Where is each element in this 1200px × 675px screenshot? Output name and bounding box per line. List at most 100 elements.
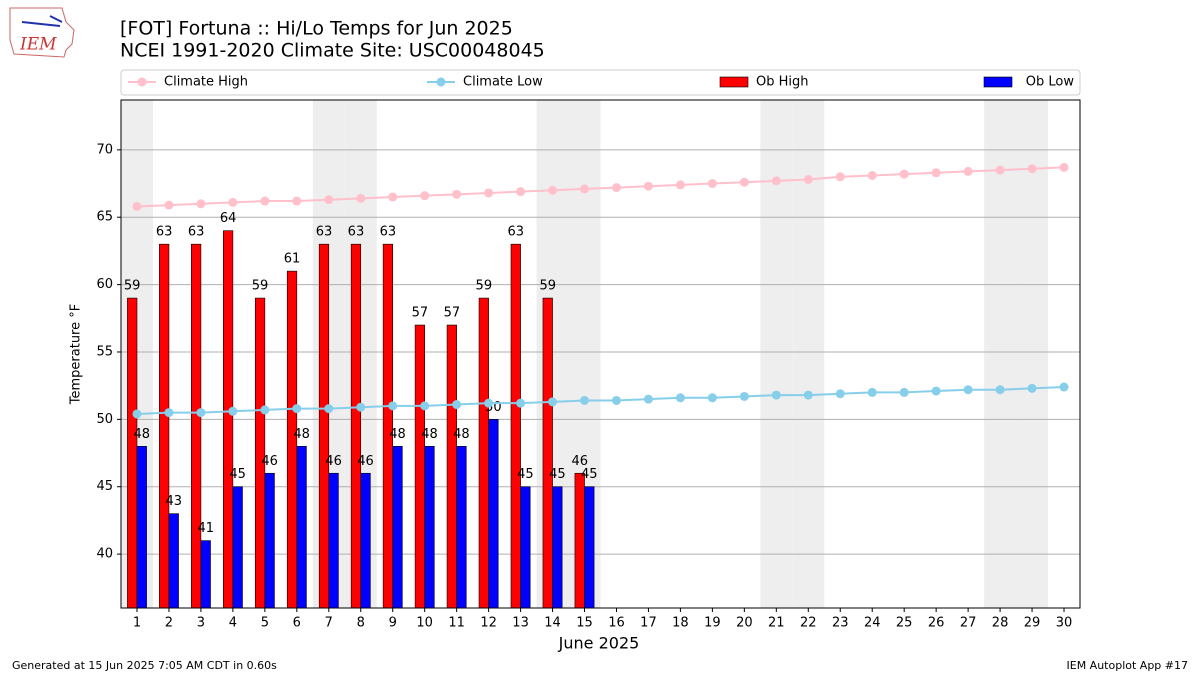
legend-swatch <box>137 77 147 87</box>
bar <box>318 243 330 609</box>
line-marker <box>643 394 653 404</box>
bar <box>159 243 170 609</box>
x-tick-label: 12 <box>480 616 497 631</box>
line-marker <box>420 191 430 201</box>
legend-label: Climate Low <box>463 75 543 90</box>
x-tick-label: 13 <box>512 616 529 631</box>
line-marker <box>548 185 558 195</box>
bar <box>296 446 307 609</box>
x-tick-label: 28 <box>992 616 1009 631</box>
x-tick-label: 22 <box>800 616 817 631</box>
x-tick-label: 4 <box>229 616 237 631</box>
line-marker <box>611 183 621 193</box>
line-marker <box>675 180 685 190</box>
bar-label: 46 <box>261 454 278 469</box>
legend-label: Ob High <box>756 75 809 90</box>
line-marker <box>995 385 1005 395</box>
bar <box>478 297 489 609</box>
bar-label: 57 <box>444 306 461 321</box>
line-marker <box>771 390 781 400</box>
bar-label: 46 <box>571 454 588 469</box>
bar-label: 63 <box>156 225 173 240</box>
bar <box>552 486 563 609</box>
legend-label: Climate High <box>164 75 248 90</box>
bar-label: 59 <box>476 279 493 294</box>
line-marker <box>164 408 174 418</box>
line-marker <box>388 192 398 202</box>
y-tick-label: 65 <box>96 210 113 225</box>
logo: IEM <box>9 7 75 58</box>
bar <box>200 540 211 609</box>
chart-subtitle: NCEI 1991-2020 Climate Site: USC00048045 <box>120 40 545 62</box>
bar-label: 63 <box>508 225 525 240</box>
x-tick-label: 30 <box>1056 616 1073 631</box>
bar <box>584 486 595 609</box>
x-tick-label: 19 <box>704 616 721 631</box>
line-marker <box>995 165 1005 175</box>
bar-label: 41 <box>197 521 214 536</box>
line-marker <box>739 391 749 401</box>
line-marker <box>452 400 462 410</box>
x-tick-label: 29 <box>1024 616 1041 631</box>
line-marker <box>516 398 526 408</box>
line-marker <box>132 201 142 211</box>
plot-frame <box>120 99 1081 609</box>
bar <box>520 486 531 609</box>
bar <box>392 446 403 609</box>
line-marker <box>835 389 845 399</box>
x-tick-label: 5 <box>261 616 269 631</box>
bar <box>456 446 467 609</box>
line-marker <box>1027 164 1037 174</box>
line-marker <box>1027 383 1037 393</box>
line <box>136 386 1065 415</box>
weekend-shade <box>1016 100 1049 608</box>
legend-box <box>120 69 1081 96</box>
y-tick-label: 60 <box>96 277 113 292</box>
line-marker <box>228 197 238 207</box>
line-marker <box>931 386 941 396</box>
legend-swatch <box>983 76 1013 88</box>
bar-label: 59 <box>539 279 556 294</box>
x-tick-label: 11 <box>448 616 465 631</box>
line-marker <box>899 169 909 179</box>
x-tick-label: 25 <box>896 616 913 631</box>
line-marker <box>899 387 909 397</box>
line-marker <box>484 398 494 408</box>
line-marker <box>260 405 270 415</box>
bar <box>328 472 339 609</box>
bar-label: 59 <box>252 279 269 294</box>
bar <box>424 446 435 609</box>
x-tick-label: 14 <box>544 616 561 631</box>
logo-outline <box>9 7 75 58</box>
y-tick-label: 45 <box>96 479 113 494</box>
bar <box>191 243 202 609</box>
line-marker <box>675 393 685 403</box>
x-tick-label: 2 <box>165 616 173 631</box>
x-tick-label: 8 <box>357 616 365 631</box>
weekend-shade <box>792 100 825 608</box>
y-tick-label: 55 <box>96 344 113 359</box>
line-marker <box>132 409 142 419</box>
bar-label: 61 <box>284 252 301 267</box>
bar-label: 45 <box>517 467 534 482</box>
line-marker <box>484 188 494 198</box>
bar <box>446 324 457 609</box>
line-marker <box>580 184 590 194</box>
bar-label: 63 <box>188 225 205 240</box>
line-marker <box>835 172 845 182</box>
x-tick-label: 23 <box>832 616 849 631</box>
bar-label: 48 <box>421 427 438 442</box>
legend-swatch <box>719 76 749 88</box>
x-tick-label: 1 <box>133 616 141 631</box>
line-marker <box>356 402 366 412</box>
y-axis-label: Temperature °F <box>69 304 84 405</box>
x-tick-label: 7 <box>325 616 333 631</box>
bar <box>168 513 179 609</box>
line-marker <box>771 176 781 186</box>
line-marker <box>452 189 462 199</box>
line-marker <box>356 193 366 203</box>
line-marker <box>739 177 749 187</box>
legend-swatch <box>436 77 446 87</box>
bar <box>232 486 243 609</box>
bar <box>222 230 234 609</box>
